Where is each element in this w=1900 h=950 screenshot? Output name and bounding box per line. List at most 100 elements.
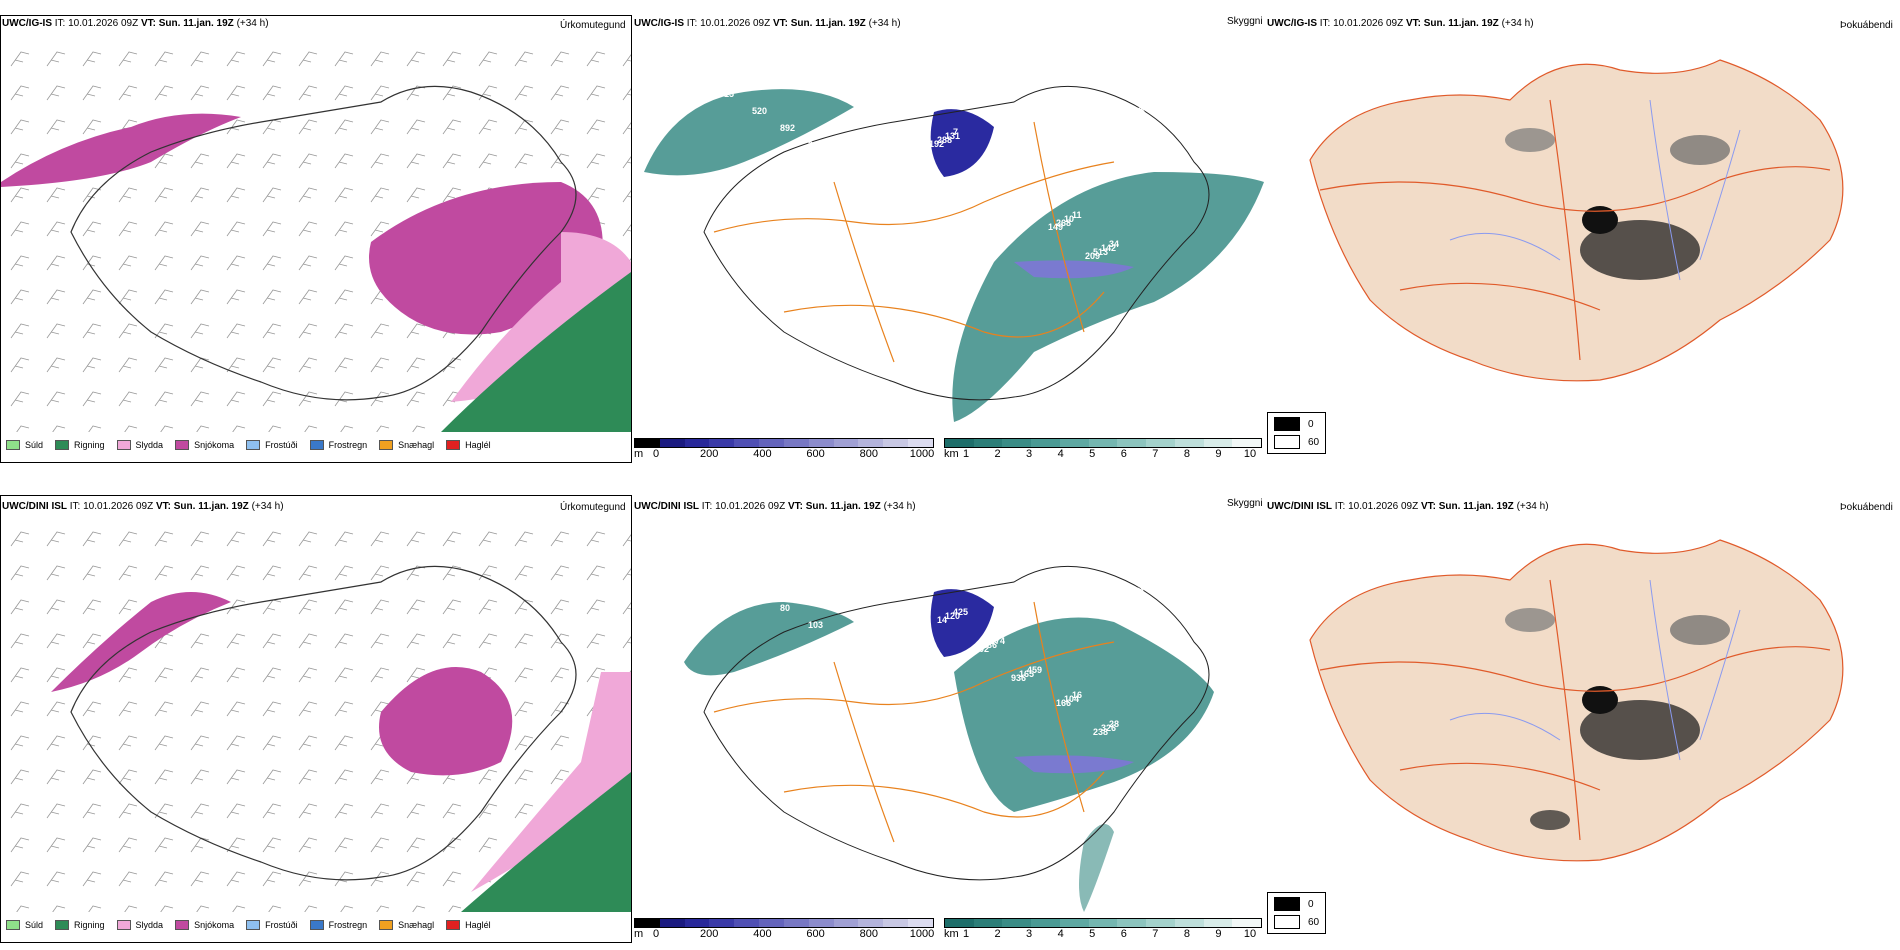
wind-barb xyxy=(268,425,282,432)
cloud-base-label: 371 xyxy=(1138,582,1153,592)
wind-barb xyxy=(370,221,390,237)
wind-barb xyxy=(16,905,30,912)
colorbar-cell xyxy=(635,919,660,927)
wind-barb xyxy=(262,391,282,407)
colorbar-tick: 7 xyxy=(1152,448,1159,460)
colorbar-tick: 10 xyxy=(1243,448,1257,460)
vis-area xyxy=(644,89,854,176)
precip-type-map xyxy=(1,51,631,432)
colorbar-tick: 10 xyxy=(1243,928,1257,940)
wind-barb xyxy=(550,85,570,101)
wind-barb xyxy=(514,85,534,101)
wind-barb xyxy=(298,735,318,751)
legend-label: Slydda xyxy=(135,920,164,930)
wind-barb xyxy=(226,357,246,373)
panel-header: UWC/DINI ISL IT: 10.01.2026 09Z VT: Sun.… xyxy=(634,501,916,512)
wind-barb xyxy=(226,323,246,339)
cloud-base-label: 136 xyxy=(982,640,997,650)
wind-barb xyxy=(118,735,138,751)
wind-barb xyxy=(622,54,631,67)
cloud-base-label: 139 xyxy=(1146,578,1161,588)
panel-header: UWC/IG-IS IT: 10.01.2026 09Z VT: Sun. 11… xyxy=(634,18,901,29)
wind-barb xyxy=(226,701,246,717)
snow-area xyxy=(51,592,231,692)
wind-barb xyxy=(10,803,30,819)
wind-barb xyxy=(334,119,354,135)
wind-barb xyxy=(226,871,246,887)
wind-barb xyxy=(586,531,606,547)
wind-barb xyxy=(298,255,318,271)
colorbar-tick: 3 xyxy=(1026,928,1033,940)
colorbar-tick: 800 xyxy=(859,448,878,460)
colorbar-cell xyxy=(1203,919,1233,927)
wind-barb xyxy=(10,531,30,547)
cloud-base-label: 30 xyxy=(1003,197,1013,207)
colorbar-labels: km 1 2 3 4 5 6 7 8 9 10 xyxy=(944,928,1262,940)
wind-barb xyxy=(118,837,138,853)
wind-barb xyxy=(334,85,354,101)
rain-area xyxy=(441,272,631,432)
wind-barb xyxy=(514,599,534,615)
wind-barb xyxy=(298,837,318,853)
colorbar-cell xyxy=(833,439,859,447)
legend-swatch xyxy=(379,440,394,450)
panel-header: UWC/IG-IS IT: 10.01.2026 09Z VT: Sun. 11… xyxy=(1267,18,1534,29)
roads xyxy=(1319,579,1831,841)
colorbar-cell xyxy=(709,919,735,927)
colorbar-cell xyxy=(684,919,710,927)
wind-barb xyxy=(298,599,318,615)
colorbar-tick: 5 xyxy=(1089,448,1096,460)
panel-title: Þokuábendi xyxy=(1840,20,1893,31)
wind-barb xyxy=(190,357,210,373)
colorbar-cell xyxy=(973,919,1003,927)
wind-barb xyxy=(46,391,66,407)
colorbar-tick: 200 xyxy=(700,928,719,940)
wind-barb xyxy=(586,599,606,615)
cloud-area xyxy=(1014,260,1134,279)
wind-barb xyxy=(46,187,66,203)
wind-barb xyxy=(226,153,246,169)
roads xyxy=(1319,99,1831,361)
wind-barb xyxy=(298,85,318,101)
cloud-base-label: 165 xyxy=(1019,669,1034,679)
wind-barb xyxy=(478,599,498,615)
cloud-base-label: 166 xyxy=(1056,698,1071,708)
wind-barb xyxy=(478,769,498,785)
wind-barb xyxy=(226,565,246,581)
wind-barb xyxy=(334,599,354,615)
wind-barb xyxy=(226,51,246,67)
legend-item: Rigning xyxy=(55,440,105,450)
wind-barb xyxy=(10,357,30,373)
wind-barb xyxy=(298,51,318,67)
wind-barb xyxy=(406,531,426,547)
wind-barb xyxy=(622,568,631,581)
wind-barb xyxy=(514,153,534,169)
colorbar-tick: 4 xyxy=(1057,448,1064,460)
cloud-base-label: 263 xyxy=(966,168,981,178)
wind-barb xyxy=(46,633,66,649)
legend-swatch xyxy=(175,440,190,450)
cloud-base-label: 206 xyxy=(974,164,989,174)
wind-barb xyxy=(46,221,66,237)
colorbar-unit: m xyxy=(634,448,644,460)
wind-barb xyxy=(298,871,318,887)
fog-patch xyxy=(1670,135,1730,165)
wind-barb xyxy=(82,85,102,101)
wind-barb xyxy=(262,187,282,203)
wind-barb xyxy=(124,425,138,432)
cloud-base-label: 936 xyxy=(1011,673,1026,683)
wind-barb xyxy=(298,701,318,717)
wind-barb xyxy=(82,531,102,547)
wind-barb xyxy=(10,633,30,649)
wind-barb xyxy=(334,357,354,373)
wind-barb xyxy=(190,837,210,853)
wind-barb xyxy=(298,357,318,373)
wind-barb xyxy=(118,871,138,887)
wind-barb xyxy=(514,667,534,683)
legend-swatch xyxy=(55,920,70,930)
wind-barb xyxy=(232,425,246,432)
wind-barb xyxy=(160,425,174,432)
legend-label: Snjókoma xyxy=(194,440,235,450)
wind-barb xyxy=(514,769,534,785)
colorbar-cell xyxy=(858,439,884,447)
